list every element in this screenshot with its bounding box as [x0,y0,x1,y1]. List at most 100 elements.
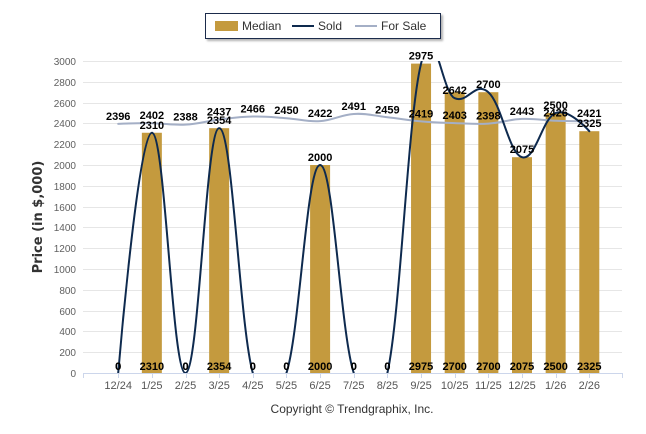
sold-data-label: 2000 [308,152,332,164]
median-data-label: 2310 [140,361,164,373]
median-bar [209,128,230,373]
median-bar [545,113,566,373]
median-data-label: 2700 [476,361,500,373]
x-tick-label: 7/25 [343,380,364,392]
data-labels: 0 2310 0 2354 0 0 2000 0 0 2975 2700 2700 2075 2500 23… [106,51,602,373]
y-tick-label: 1400 [54,223,77,234]
x-tick-label: 1/26 [545,380,566,392]
y-tick-label: 0 [70,369,76,380]
sold-data-label: 0 [182,361,188,373]
for-sale-data-label: 2388 [173,112,197,124]
for-sale-data-label: 2396 [106,111,130,123]
median-bar [579,131,600,373]
median-data-label: 0 [115,361,121,373]
median-data-label: 0 [384,361,390,373]
median-data-label: 0 [250,361,256,373]
x-tick-label: 11/25 [475,380,502,392]
sold-data-label: 2325 [577,118,601,130]
sold-data-label: 0 [384,361,390,373]
x-tick-label: 10/25 [441,380,469,392]
y-tick-label: 200 [59,348,76,359]
for-sale-data-label: 2422 [308,108,332,120]
median-data-label: 0 [283,361,289,373]
median-data-label: 0 [182,361,188,373]
y-tick-label: 2600 [54,99,77,110]
x-tick-label: 12/25 [508,380,536,392]
legend-item-sold[interactable]: Sold [292,14,342,38]
for-sale-data-label: 2421 [577,108,601,120]
sold-data-label: 0 [250,361,256,373]
median-bar [310,165,331,373]
y-tick-label: 2400 [54,119,77,130]
y-tick-label: 2000 [54,161,77,172]
for-sale-data-label: 2398 [476,111,500,123]
median-data-label: 2700 [442,361,466,373]
median-data-label: 2975 [409,361,433,373]
for-sale-data-label: 2466 [241,104,265,116]
line-series [117,61,591,373]
median-data-label: 2354 [207,361,232,373]
sold-data-label: 2975 [409,51,433,63]
sold-line [117,61,591,373]
median-data-label: 2000 [308,361,332,373]
sold-data-label: 2075 [510,144,534,156]
x-tick-label: 4/25 [242,380,263,392]
median-bar [478,92,499,373]
y-tick-label: 2800 [54,78,77,89]
for-sale-data-label: 2491 [342,101,366,113]
for-sale-data-label: 2419 [409,108,433,120]
legend-label-median: Median [242,19,282,33]
median-bar [512,157,532,373]
for-sale-data-label: 2437 [207,107,231,119]
for-sale-line-icon [355,25,377,27]
legend-item-for-sale[interactable]: For Sale [355,14,426,38]
y-axis-ticks: 0 200 400 600 800 1000 1200 1400 1600 1800 2000 220… [54,57,77,380]
y-tick-label: 1000 [54,265,77,276]
x-tick-label: 9/25 [410,380,431,392]
median-data-label: 2325 [577,361,601,373]
for-sale-data-label: 2403 [442,110,466,122]
x-tick-label: 3/25 [208,380,229,392]
y-tick-label: 2200 [54,140,77,151]
median-data-label: 2075 [510,361,534,373]
x-tick-label: 1/25 [141,380,162,392]
sold-data-label: 2310 [140,120,164,132]
y-tick-label: 1600 [54,203,77,214]
median-data-label: 0 [351,361,357,373]
x-tick-label: 5/25 [276,380,297,392]
legend-label-sold: Sold [318,19,343,33]
x-tick-label: 2/25 [175,380,196,392]
sold-data-label: 0 [283,361,289,373]
for-sale-data-label: 2443 [510,106,534,118]
y-axis-title: Price (in $,000) [31,161,46,274]
for-sale-data-label: 2459 [375,104,399,116]
x-axis: 12/24 1/25 2/25 3/25 4/25 5/25 6/25 7/25 8/25 9/2… [83,373,623,392]
y-tick-label: 1800 [54,182,77,193]
median-swatch-icon [215,21,238,31]
median-data-label: 2500 [543,361,567,373]
legend-item-median[interactable]: Median [215,14,281,38]
sold-line-icon [292,25,314,27]
x-tick-label: 8/25 [377,380,398,392]
x-tick-label: 12/24 [104,380,132,392]
for-sale-line [117,112,591,126]
x-tick-label: 6/25 [309,380,330,392]
for-sale-data-label: 2426 [543,108,567,120]
median-bar [444,92,465,373]
median-bar [141,132,162,373]
y-tick-label: 600 [59,307,76,318]
sold-data-label: 2642 [442,85,466,97]
sold-data-label: 2500 [543,100,567,112]
y-tick-label: 800 [59,286,76,297]
copyright-text: Copyright © Trendgraphix, Inc. [271,402,434,416]
gridlines [83,61,622,374]
median-bars [141,63,600,373]
legend: Median Sold For Sale [205,13,441,39]
y-tick-label: 1200 [54,244,77,255]
legend-label-for-sale: For Sale [381,19,427,33]
sold-data-label: 2700 [476,79,500,91]
median-bar [411,63,432,373]
for-sale-data-label: 2450 [274,105,298,117]
